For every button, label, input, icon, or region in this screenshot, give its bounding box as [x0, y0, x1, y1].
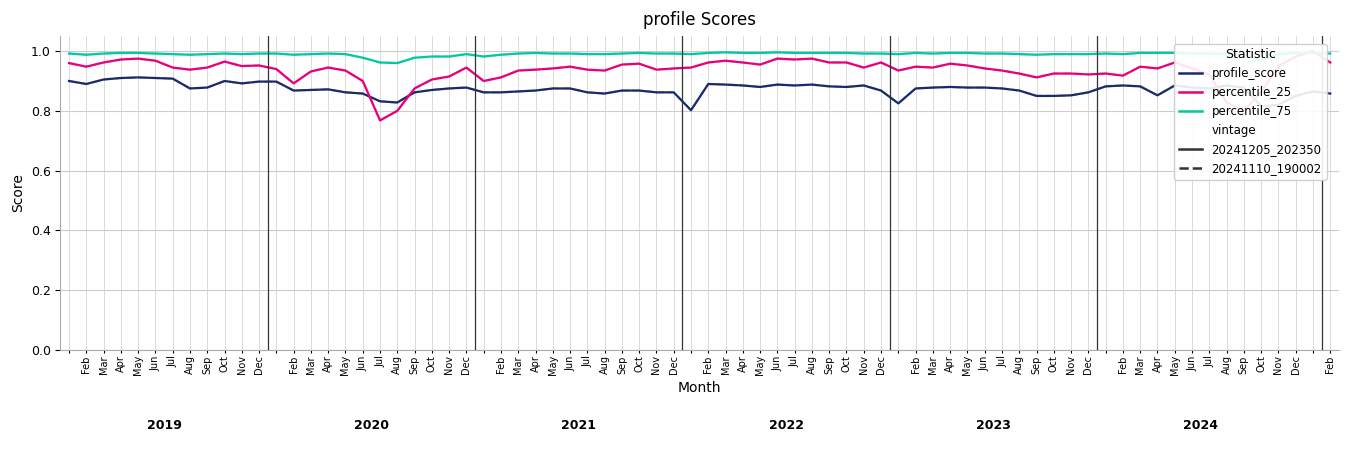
Text: 2024: 2024: [1183, 418, 1218, 432]
Text: 2023: 2023: [976, 418, 1011, 432]
Legend: profile_score, percentile_25, percentile_75, vintage, 20241205_202350, 20241110_: profile_score, percentile_25, percentile…: [1174, 44, 1327, 180]
Text: 2020: 2020: [354, 418, 389, 432]
Text: 2019: 2019: [147, 418, 181, 432]
Title: profile Scores: profile Scores: [643, 11, 756, 29]
Text: 2021: 2021: [562, 418, 597, 432]
Y-axis label: Score: Score: [11, 174, 26, 212]
Text: 2022: 2022: [768, 418, 803, 432]
X-axis label: Month: Month: [678, 381, 721, 395]
